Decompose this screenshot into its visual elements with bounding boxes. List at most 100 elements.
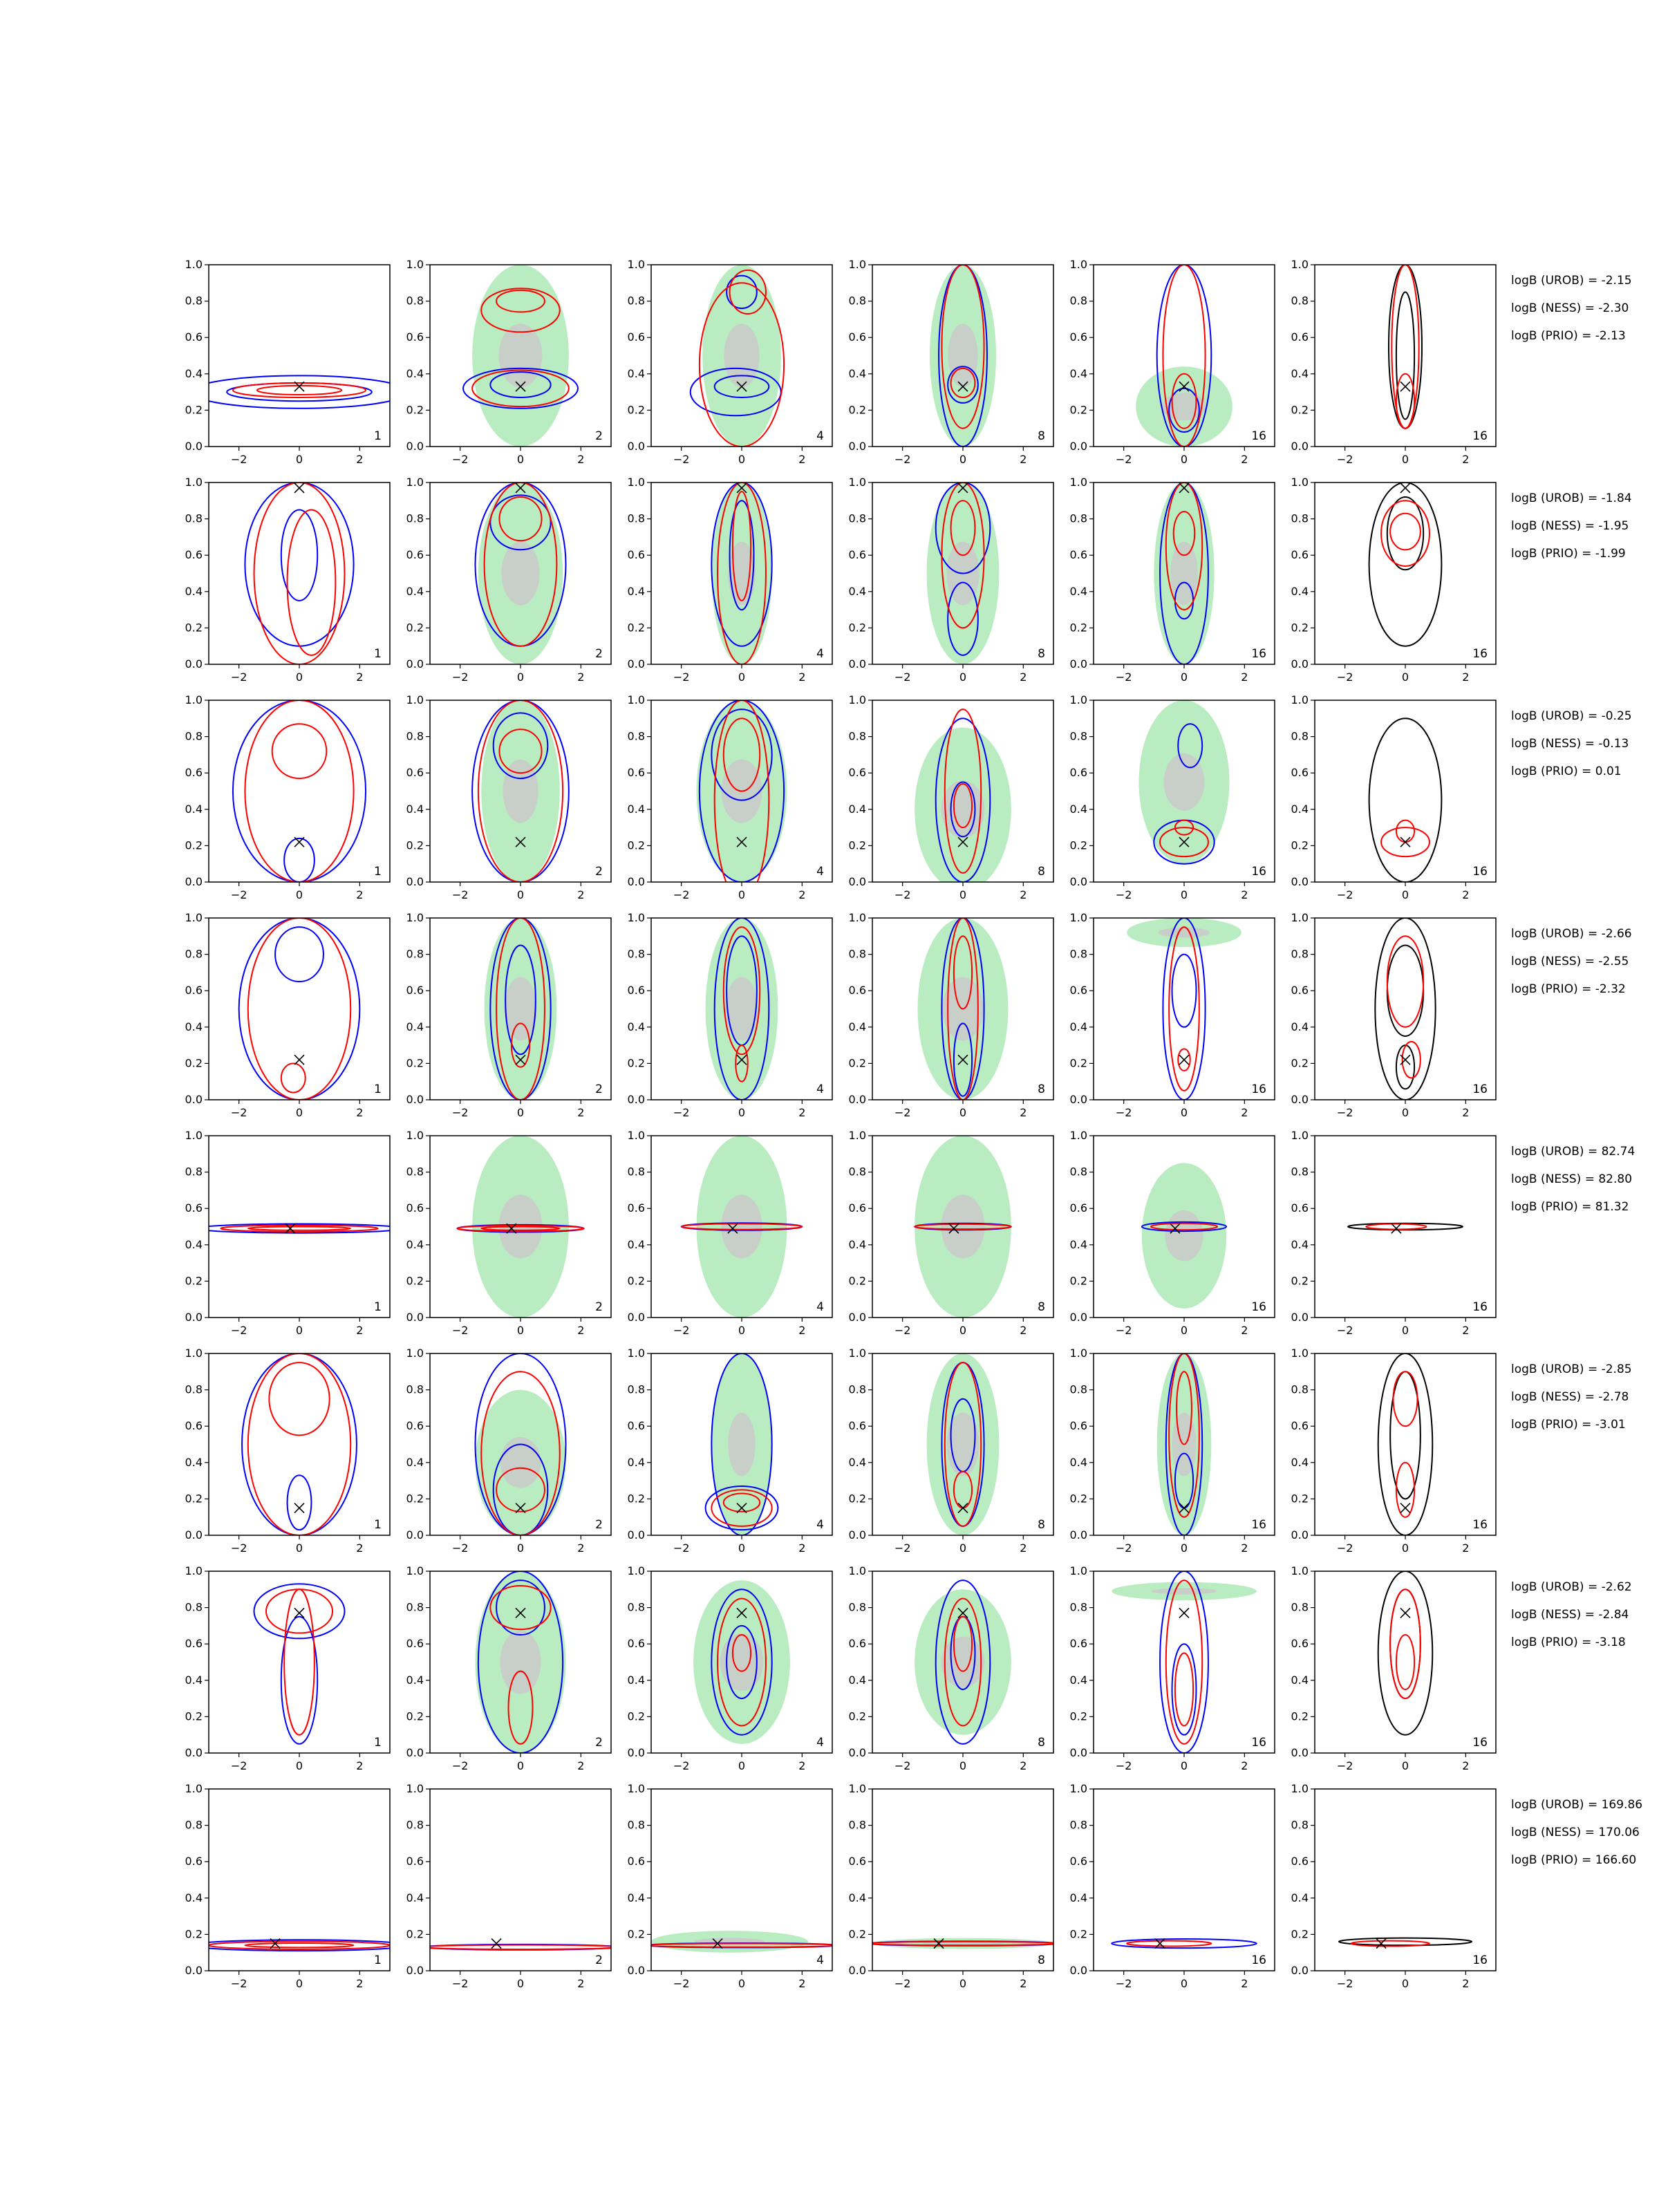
x-tick-label: −2 [673, 1324, 690, 1337]
x-tick-label: 0 [296, 671, 303, 684]
y-tick-label: 0.0 [406, 1746, 424, 1759]
y-tick-label: 0.2 [1291, 838, 1309, 852]
y-tick-label: 0.0 [1291, 1311, 1309, 1324]
red-contour [507, 1670, 534, 1745]
x-tick-label: 0 [296, 888, 303, 901]
x-tick-label: 0 [1402, 671, 1409, 684]
y-tick-label: 0.2 [1070, 1709, 1087, 1723]
y-tick-label: 0.4 [849, 367, 866, 380]
y-tick-label: 0.0 [628, 1528, 645, 1541]
logb-label: logB (UROB) = 169.86 [1511, 1798, 1642, 1812]
x-tick-label: 0 [1181, 1106, 1188, 1119]
y-tick-label: 0.6 [1070, 984, 1087, 997]
x-tick-label: −2 [231, 453, 247, 466]
y-tick-label: 0.8 [185, 512, 203, 525]
y-tick-label: 0.2 [849, 1492, 866, 1505]
x-tick-label: 0 [1181, 1541, 1188, 1555]
x-tick-label: 2 [1020, 888, 1027, 901]
y-tick-label: 1.0 [849, 258, 866, 271]
panel-count-label: 1 [374, 429, 382, 443]
truth-marker [933, 1938, 944, 1949]
x-tick-label: 0 [1181, 1324, 1188, 1337]
panel-count-label: 2 [595, 647, 603, 661]
x-tick-label: −2 [231, 1541, 247, 1555]
x-tick-label: 2 [1020, 1541, 1027, 1555]
prior-density-core [694, 1938, 765, 1946]
black-contour [1368, 482, 1443, 647]
x-tick-label: 2 [356, 1977, 363, 1990]
panel-count-label: 2 [595, 1300, 603, 1314]
prior-density-core [725, 977, 758, 1041]
y-tick-label: 0.6 [406, 984, 424, 997]
y-tick-label: 0.2 [1070, 621, 1087, 634]
logb-label: logB (PRIO) = -3.18 [1511, 1635, 1626, 1649]
y-tick-label: 1.0 [185, 1782, 203, 1795]
y-tick-label: 0.4 [628, 1238, 645, 1251]
blue-contour [950, 781, 976, 838]
x-tick-label: −2 [452, 888, 469, 901]
x-tick-label: 0 [296, 1541, 303, 1555]
x-tick-label: −2 [673, 1977, 690, 1990]
subplot: −2 0 2 0.0 0.2 0.4 0.6 0.8 1.0 4 [628, 911, 833, 1119]
panel-count-label: 4 [816, 1300, 824, 1314]
truth-marker [1179, 381, 1190, 392]
y-tick-label: 1.0 [628, 1129, 645, 1142]
truth-marker [294, 1502, 305, 1514]
logb-label: logB (PRIO) = -1.99 [1511, 547, 1626, 561]
y-tick-label: 0.4 [628, 1891, 645, 1904]
y-tick-label: 0.4 [1070, 1238, 1087, 1251]
y-tick-label: 0.0 [628, 1964, 645, 1977]
red-contour [1395, 1634, 1416, 1690]
red-contour [232, 382, 367, 398]
subplot: −2 0 2 0.0 0.2 0.4 0.6 0.8 1.0 8 [849, 258, 1054, 466]
red-contour [953, 782, 973, 829]
x-tick-label: 0 [296, 1759, 303, 1772]
x-tick-label: 2 [1241, 1759, 1248, 1772]
blue-contour [253, 1583, 346, 1640]
y-tick-label: 0.0 [849, 1093, 866, 1106]
prior-density-core [504, 977, 537, 1041]
y-tick-label: 0.6 [628, 548, 645, 561]
x-tick-label: 0 [959, 1324, 966, 1337]
prior-density-core [720, 1633, 764, 1691]
truth-marker [736, 1502, 747, 1514]
red-contour [944, 709, 982, 874]
y-tick-label: 0.0 [185, 875, 203, 888]
y-tick-label: 1.0 [628, 1564, 645, 1577]
x-tick-label: 2 [1462, 671, 1469, 684]
subplot: −2 0 2 0.0 0.2 0.4 0.6 0.8 1.0 16 [1291, 476, 1497, 684]
x-tick-label: 0 [517, 1324, 524, 1337]
truth-marker [1400, 482, 1411, 494]
y-tick-label: 0.2 [406, 1274, 424, 1287]
x-tick-label: −2 [452, 1541, 469, 1555]
y-tick-label: 0.2 [628, 1492, 645, 1505]
x-tick-label: −2 [452, 1324, 469, 1337]
panel-count-label: 16 [1251, 1082, 1266, 1096]
y-tick-label: 0.4 [406, 803, 424, 816]
blue-contour [209, 1939, 390, 1952]
y-tick-label: 0.8 [628, 1165, 645, 1179]
y-tick-label: 0.0 [1291, 1746, 1309, 1759]
x-tick-label: −2 [1116, 1541, 1132, 1555]
y-tick-label: 0.8 [406, 1383, 424, 1396]
blue-contour [713, 918, 770, 1100]
x-tick-label: −2 [1337, 1759, 1353, 1772]
y-tick-label: 0.4 [185, 585, 203, 598]
y-tick-label: 0.4 [628, 1020, 645, 1033]
subplot: −2 0 2 0.0 0.2 0.4 0.6 0.8 1.0 8 [849, 693, 1054, 901]
red-contour [717, 482, 767, 664]
y-tick-label: 1.0 [628, 1782, 645, 1795]
y-tick-label: 1.0 [406, 476, 424, 489]
red-contour [1395, 819, 1416, 843]
y-tick-label: 0.4 [849, 585, 866, 598]
red-contour [731, 1634, 752, 1672]
red-contour [1150, 1222, 1219, 1231]
panel-count-label: 4 [816, 1082, 824, 1096]
blue-contour [935, 482, 991, 574]
truth-marker [957, 836, 968, 847]
truth-marker [1400, 381, 1411, 392]
x-tick-label: 2 [798, 1324, 805, 1337]
x-tick-label: 2 [798, 1106, 805, 1119]
y-tick-label: 1.0 [849, 1564, 866, 1577]
